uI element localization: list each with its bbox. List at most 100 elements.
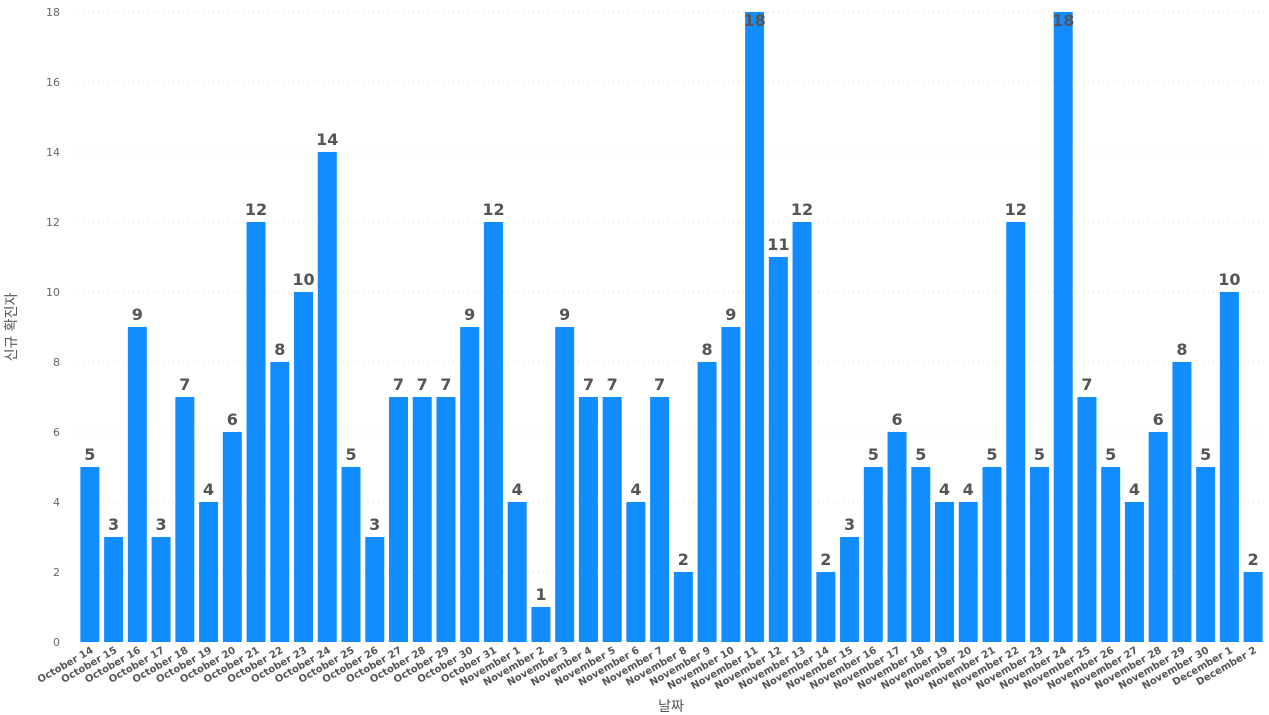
bar[interactable] — [246, 222, 266, 642]
data-label: 8 — [1176, 340, 1187, 359]
bar[interactable] — [935, 502, 955, 642]
data-label: 2 — [1248, 550, 1259, 569]
data-label: 5 — [1200, 445, 1211, 464]
data-label: 5 — [84, 445, 95, 464]
y-tick-label: 2 — [53, 566, 60, 579]
data-label: 4 — [939, 480, 950, 499]
bar[interactable] — [887, 432, 907, 642]
bar[interactable] — [317, 152, 337, 642]
bar[interactable] — [1172, 362, 1192, 642]
bar[interactable] — [863, 467, 883, 642]
data-label: 12 — [245, 200, 267, 219]
bar[interactable] — [840, 537, 860, 642]
data-label: 6 — [227, 410, 238, 429]
data-label: 3 — [156, 515, 167, 534]
y-tick-label: 16 — [46, 76, 60, 89]
bar[interactable] — [555, 327, 575, 642]
bar[interactable] — [151, 537, 171, 642]
y-axis-title: 신규 확진자 — [4, 292, 20, 361]
bar[interactable] — [911, 467, 931, 642]
data-label: 10 — [292, 270, 314, 289]
bar[interactable] — [460, 327, 480, 642]
bar[interactable] — [270, 362, 290, 642]
bar[interactable] — [650, 397, 670, 642]
bar[interactable] — [1219, 292, 1239, 642]
bar[interactable] — [1124, 502, 1144, 642]
bar[interactable] — [1196, 467, 1216, 642]
bar[interactable] — [483, 222, 503, 642]
y-tick-label: 10 — [46, 286, 60, 299]
bar[interactable] — [1029, 467, 1049, 642]
data-label: 4 — [963, 480, 974, 499]
bar[interactable] — [1101, 467, 1121, 642]
data-label: 10 — [1218, 270, 1240, 289]
bar[interactable] — [412, 397, 432, 642]
data-label: 7 — [583, 375, 594, 394]
y-tick-label: 18 — [46, 6, 60, 19]
data-label: 5 — [915, 445, 926, 464]
bar[interactable] — [175, 397, 195, 642]
bar[interactable] — [531, 607, 551, 642]
bar[interactable] — [222, 432, 242, 642]
data-label: 7 — [654, 375, 665, 394]
bar[interactable] — [673, 572, 693, 642]
data-label: 5 — [868, 445, 879, 464]
data-label: 2 — [820, 550, 831, 569]
x-axis-title: 날짜 — [658, 699, 684, 715]
data-label: 18 — [1052, 11, 1074, 30]
data-label: 9 — [132, 305, 143, 324]
data-label: 8 — [274, 340, 285, 359]
bar[interactable] — [341, 467, 361, 642]
bar[interactable] — [578, 397, 598, 642]
data-label: 2 — [678, 550, 689, 569]
data-label: 5 — [345, 445, 356, 464]
data-label: 14 — [316, 130, 338, 149]
bar[interactable] — [294, 292, 314, 642]
data-label: 12 — [1005, 200, 1027, 219]
bar[interactable] — [816, 572, 836, 642]
data-label: 18 — [743, 11, 765, 30]
data-label: 4 — [203, 480, 214, 499]
data-label: 4 — [1129, 480, 1140, 499]
bar[interactable] — [1006, 222, 1026, 642]
bar[interactable] — [626, 502, 646, 642]
data-label: 5 — [986, 445, 997, 464]
data-label: 6 — [1153, 410, 1164, 429]
bar[interactable] — [127, 327, 147, 642]
bar[interactable] — [721, 327, 741, 642]
bar[interactable] — [1148, 432, 1168, 642]
bar[interactable] — [388, 397, 408, 642]
bar[interactable] — [1053, 12, 1073, 642]
bar[interactable] — [1243, 572, 1263, 642]
data-label: 7 — [440, 375, 451, 394]
data-label: 5 — [1105, 445, 1116, 464]
y-tick-label: 6 — [53, 426, 60, 439]
bar[interactable] — [602, 397, 622, 642]
y-tick-label: 14 — [46, 146, 60, 159]
bar[interactable] — [1077, 397, 1097, 642]
bar[interactable] — [958, 502, 978, 642]
bar[interactable] — [436, 397, 456, 642]
data-label: 12 — [482, 200, 504, 219]
bar[interactable] — [982, 467, 1002, 642]
bar[interactable] — [365, 537, 385, 642]
bar[interactable] — [768, 257, 788, 642]
bars — [80, 12, 1263, 642]
bar[interactable] — [507, 502, 527, 642]
bar[interactable] — [80, 467, 100, 642]
data-label: 9 — [725, 305, 736, 324]
y-tick-label: 4 — [53, 496, 60, 509]
bar[interactable] — [745, 12, 765, 642]
y-axis-ticks: 0 2 4 6 8 10 12 14 16 18 — [46, 6, 60, 649]
bar[interactable] — [697, 362, 717, 642]
bar[interactable] — [199, 502, 219, 642]
bar[interactable] — [104, 537, 124, 642]
y-tick-label: 8 — [53, 356, 60, 369]
bar[interactable] — [792, 222, 812, 642]
data-label: 4 — [512, 480, 523, 499]
data-label: 9 — [464, 305, 475, 324]
data-label: 3 — [369, 515, 380, 534]
data-label: 7 — [417, 375, 428, 394]
